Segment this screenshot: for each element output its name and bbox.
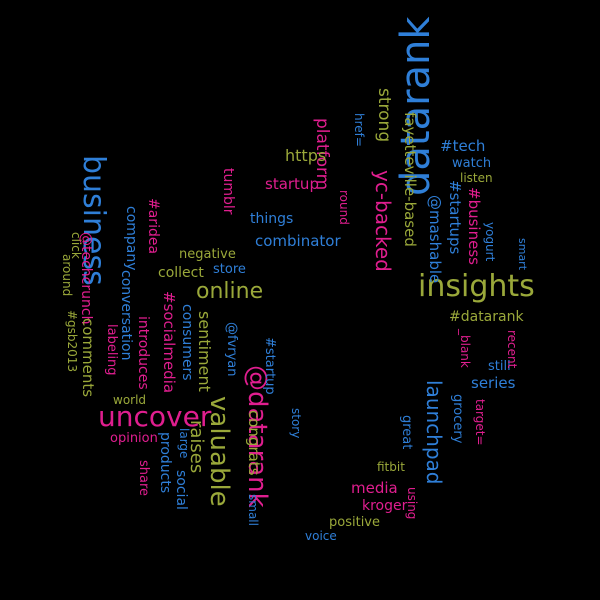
word-products: products: [157, 432, 173, 494]
word-congrats: congrats: [245, 410, 263, 476]
word-startup: startup: [265, 175, 319, 193]
word-series: series: [471, 374, 516, 392]
word-at-techcrunch: @techcrunch: [78, 232, 94, 325]
word-world: world: [113, 393, 147, 407]
word-blank: _blank: [458, 329, 472, 368]
word-fayetteville-based: fayetteville-based: [401, 112, 419, 247]
word-comments: comments: [79, 318, 97, 398]
word-listen: listen: [460, 171, 493, 185]
word-https: https: [285, 146, 327, 165]
word-at-mashable: @mashable: [426, 195, 444, 284]
word-kroger: kroger: [362, 498, 408, 514]
word-media: media: [351, 479, 398, 497]
word-href: href=: [352, 113, 366, 147]
word-store: store: [213, 262, 246, 277]
word-hashtag-gsb2013: #gsb2013: [65, 310, 79, 373]
word-things: things: [250, 211, 294, 227]
word-valuable: valuable: [204, 396, 234, 507]
word-consumers: consumers: [179, 304, 195, 381]
word-negative: negative: [179, 247, 236, 262]
word-story: story: [289, 408, 303, 439]
word-launchpad: launchpad: [422, 380, 446, 485]
word-company: company: [123, 206, 139, 271]
word-hashtag-startups: #startups: [446, 180, 464, 255]
word-at-fvryan: @fvryan: [224, 322, 239, 377]
word-hashtag-socialmedia: #socialmedia: [160, 291, 178, 394]
word-opinion: opinion: [110, 431, 158, 446]
word-positive: positive: [329, 515, 380, 530]
word-tumblr: tumblr: [220, 168, 236, 215]
word-yc-backed: yc-backed: [371, 170, 395, 272]
word-voice: voice: [305, 529, 337, 543]
word-smart: smart: [516, 238, 529, 271]
word-grocery: grocery: [450, 394, 465, 444]
word-sentiment: sentiment: [195, 311, 214, 392]
word-watch: watch: [452, 156, 492, 171]
word-fitbit: fitbit: [377, 460, 405, 474]
word-around: around: [60, 254, 74, 297]
word-great: great: [399, 415, 414, 450]
word-share: share: [136, 460, 151, 497]
word-conversation: conversation: [118, 270, 134, 361]
word-hashtag-aridea: #aridea: [145, 198, 161, 255]
word-still: still: [488, 359, 511, 374]
word-target: target=: [473, 399, 487, 446]
word-round: round: [337, 190, 351, 225]
word-strong: strong: [374, 88, 394, 143]
word-recent: recent: [505, 330, 519, 369]
word-labeling: labeling: [104, 324, 119, 376]
word-combinator: combinator: [255, 232, 341, 250]
word-yogurt: yogurt: [483, 222, 497, 262]
word-introduces: introduces: [135, 316, 151, 390]
word-collect: collect: [158, 265, 204, 281]
word-using: using: [405, 487, 419, 520]
word-hashtag-business: #business: [465, 187, 483, 265]
word-hashtag-startup: #startup: [262, 337, 277, 395]
word-online: online: [196, 279, 264, 304]
word-insights: insights: [418, 269, 535, 304]
word-hashtag-datarank: #datarank: [449, 309, 524, 325]
word-hashtag-tech: #tech: [440, 137, 486, 155]
word-large: large: [177, 428, 191, 459]
word-social: social: [173, 470, 189, 510]
word-uncover: uncover: [98, 400, 212, 433]
word-small: small: [246, 494, 260, 526]
